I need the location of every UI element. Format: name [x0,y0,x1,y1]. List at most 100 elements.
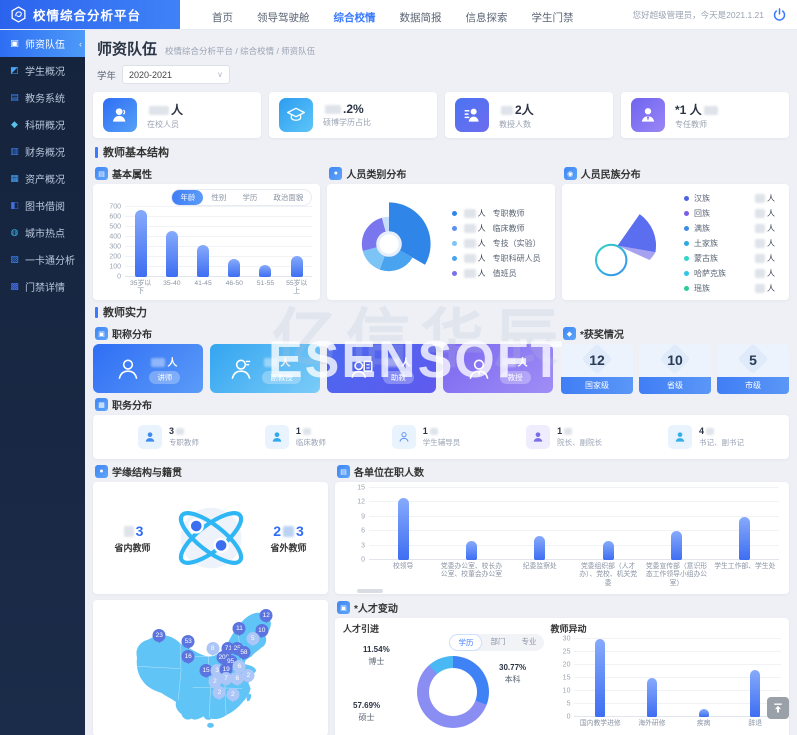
bar[interactable] [259,264,272,277]
bar[interactable] [646,678,657,717]
nav-cockpit[interactable]: 领导驾驶舱 [257,12,310,24]
bar[interactable] [534,536,546,560]
title-card-assistant[interactable]: 人助教 [326,344,437,393]
org-icon: ▦ [95,398,108,411]
bar[interactable] [465,540,477,560]
map-pin[interactable]: 2 [226,688,240,702]
origin-map-card: 2353168153712520895195811121056627222 [93,600,328,735]
sidebar-item-card-analysis[interactable]: ▨ 一卡通分析 [10,254,75,267]
arrow-up-icon [774,703,782,713]
sidebar-item-finance[interactable]: ▥ 财务概况 [10,146,65,159]
nav-home[interactable]: 首页 [212,12,233,24]
tab-degree[interactable]: 学历 [242,193,258,202]
panel-title-units: ▤ 各单位在职人数 [337,464,787,479]
sidebar-item-students[interactable]: ◩ 学生概况 [10,65,65,78]
map-pin[interactable]: 23 [152,629,166,643]
teacher-change-chart: 教师异动 0 5 10 15 20 25 30 国内教学进修 海外研修 疾病 辞退 [550,622,781,735]
award-national[interactable]: 12 国家级 [561,344,633,394]
person-icon [526,425,551,449]
map-pin[interactable]: 58 [237,646,251,660]
map-pin[interactable]: 11 [232,621,246,635]
tab-political[interactable]: 政治面貌 [273,193,304,202]
map-pin[interactable]: 8 [206,642,220,656]
main-content: 师资队伍 校情综合分析平台 / 综合校情 / 师资队伍 学年 2020-2021… [85,30,797,735]
nav-info-explore[interactable]: 信息探索 [465,12,508,24]
map-pin[interactable]: 10 [255,624,269,638]
bar[interactable] [595,639,606,717]
year-label: 学年 [97,70,117,82]
axis-label: 海外研修 [638,720,666,727]
sidebar-item-academics[interactable]: ▤ 教务系统 [10,92,65,105]
page-head: 师资队伍 校情综合分析平台 / 综合校情 / 师资队伍 学年 2020-2021… [93,34,789,92]
bar[interactable] [290,255,303,277]
map-pin[interactable]: 2 [212,685,226,699]
sidebar-item-research[interactable]: ◆ 科研概况 [0,111,85,138]
award-provincial[interactable]: 10 省级 [639,344,711,394]
sidebar-item-assets[interactable]: ▦ 资产概况 [10,173,65,186]
tab-gender[interactable]: 性别 [211,193,227,202]
map-pin[interactable]: 5 [246,631,260,645]
bar[interactable] [397,497,409,560]
map-pin[interactable]: 12 [259,608,273,622]
bar[interactable] [739,516,751,560]
finance-icon: ▥ [10,146,19,156]
library-icon: ◧ [10,200,19,210]
bar[interactable] [698,709,709,717]
map-pin[interactable]: 15 [199,663,213,677]
legend-item: 回族人 [683,208,775,219]
person-icon [137,425,162,449]
power-icon[interactable] [772,7,787,22]
nav-student-gate[interactable]: 学生门禁 [531,12,574,24]
tab-age[interactable]: 年龄 [172,190,204,205]
axis-label: 纪委监察处 [522,563,557,570]
axis-label: 46-50 [225,280,243,287]
nav-campus-overview[interactable]: 综合校情 [333,12,376,24]
chart-scrollbar[interactable] [357,589,383,594]
basic-attr-card: 年龄 性别 学历 政治面貌 0 100 200 300 400 500 600 700 35岁以… [93,184,321,300]
year-select[interactable]: 2020-2021 ∨ [122,65,231,84]
back-to-top-button[interactable] [767,697,789,719]
axis-label: 国内教学进修 [579,720,621,727]
map-pin[interactable]: 7 [219,671,233,685]
tab-degree[interactable]: 学历 [449,634,483,651]
stat-label: 专任教师 [675,119,707,129]
map-pin[interactable]: 16 [181,649,195,663]
bar[interactable] [670,531,682,560]
atom-icon [178,507,243,569]
tab-major[interactable]: 专业 [521,637,537,646]
panel-title-origin: ● 学缘结构与籍贯 [95,464,326,479]
map-pin[interactable]: 6 [232,660,246,674]
talent-tabs: 学历 部门 专业 [449,634,545,651]
bar[interactable] [750,670,761,717]
bar[interactable] [134,210,147,277]
bar[interactable] [602,540,614,560]
stat-label: 教授人数 [499,119,531,129]
title-card-professor[interactable]: 人教授 [443,344,553,393]
badge-icon: ▣ [95,327,108,340]
title-card-assoc-professor[interactable]: 人副教授 [209,344,320,393]
title-card-lecturer[interactable]: 人讲师 [93,344,203,393]
age-bar-chart: 0 100 200 300 400 500 600 700 35岁以下 35-40 41-45 46-… [101,204,313,297]
nav-data-brief[interactable]: 数据简报 [399,12,442,24]
bar[interactable] [228,258,241,277]
user-list-icon [455,98,489,132]
award-city[interactable]: 5 市级 [717,344,789,394]
map-pin[interactable]: 6 [230,671,244,685]
panel-title-ethnic: ◉ 人员民族分布 [563,166,787,181]
panel-title-basic-attr: ▤ 基本属性 [95,166,318,181]
sidebar-item-library[interactable]: ◧ 图书借阅 [10,200,65,213]
sidebar-item-city-hotspot[interactable]: ◍ 城市热点 [10,227,65,240]
logo-zone: 校情综合分析平台 [0,0,180,29]
bar[interactable] [197,245,210,277]
greeting-text: 您好超级管理员，今天是2021.1.21 [632,9,764,20]
bar[interactable] [165,231,178,277]
sidebar-item-gate-detail[interactable]: ▩ 门禁详情 [10,281,65,294]
map-pin[interactable]: 53 [181,634,195,648]
tab-department[interactable]: 部门 [490,637,506,646]
teacher-change-title: 教师异动 [550,624,587,634]
map-pin[interactable]: 2 [241,669,255,683]
collapse-chevron-icon[interactable]: ‹ [79,38,82,49]
duty-card: 3 专职教师 1 临床教师 1 学生辅导员 1 院长、副院长 4 书记、副书记 [93,415,789,459]
duty-item-counselor: 1 学生辅导员 [391,425,460,449]
sidebar-item-faculty[interactable]: ▣ 师资队伍 ‹ [0,30,85,57]
